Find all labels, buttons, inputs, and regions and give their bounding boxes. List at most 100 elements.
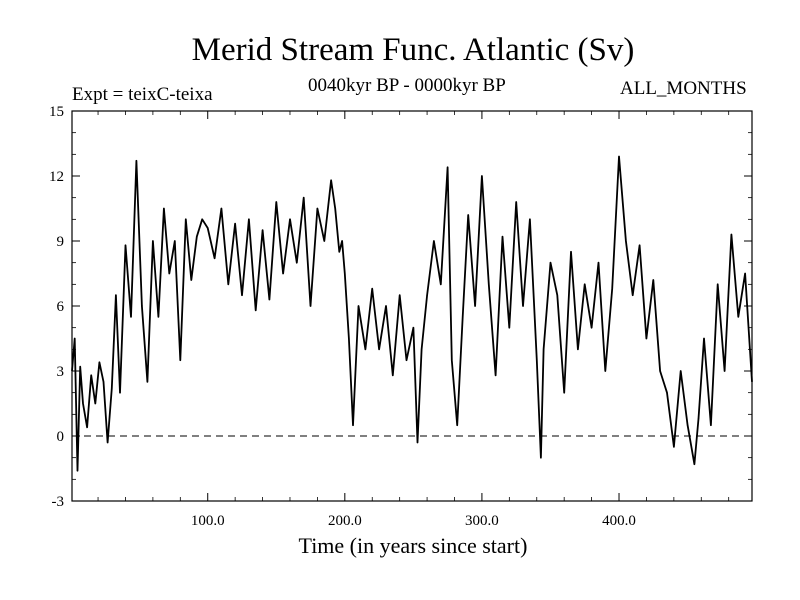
data-point <box>570 251 572 253</box>
data-point <box>79 366 81 368</box>
data-point <box>426 294 428 296</box>
y-tick-label: 15 <box>49 104 64 120</box>
data-point <box>135 160 138 162</box>
data-point <box>185 218 187 220</box>
data-point <box>275 201 277 203</box>
data-point <box>456 424 458 426</box>
data-point <box>71 370 73 372</box>
data-point <box>316 207 319 210</box>
data-point <box>357 305 360 307</box>
data-point <box>645 337 648 340</box>
y-tick-label: -3 <box>52 494 65 510</box>
data-point <box>234 223 236 225</box>
data-point <box>255 309 257 311</box>
data-point <box>107 441 109 444</box>
data-point <box>604 370 606 372</box>
time-range-label: 0040kyr BP - 0000kyr BP <box>308 75 506 96</box>
data-point <box>86 426 88 428</box>
data-point <box>282 272 284 275</box>
data-point <box>737 316 739 318</box>
data-point <box>495 374 497 376</box>
y-tick-label: 0 <box>57 429 65 445</box>
data-point <box>341 240 343 242</box>
data-point <box>751 381 753 383</box>
data-point <box>119 392 121 394</box>
data-point <box>522 305 524 307</box>
data-point <box>163 207 165 210</box>
data-point <box>744 272 746 275</box>
data-point <box>303 197 305 199</box>
data-point <box>289 218 291 220</box>
data-point <box>405 359 408 361</box>
data-point <box>540 457 542 459</box>
x-tick-label: 200.0 <box>328 513 362 529</box>
data-point <box>577 348 579 350</box>
data-point <box>323 240 325 242</box>
x-tick-label: 400.0 <box>602 513 636 529</box>
data-point <box>227 283 229 285</box>
data-point <box>680 370 682 372</box>
data-point <box>168 272 170 275</box>
data-point <box>451 359 453 361</box>
data-point <box>529 218 531 220</box>
data-point <box>338 251 340 253</box>
data-point <box>501 236 504 238</box>
data-point <box>74 337 76 340</box>
data-point <box>207 227 209 229</box>
data-point <box>666 392 668 394</box>
data-point <box>467 214 469 216</box>
data-point <box>693 463 696 465</box>
data-point <box>330 179 332 181</box>
data-point <box>433 240 435 242</box>
data-point <box>474 305 476 307</box>
data-point <box>146 381 149 383</box>
data-point <box>157 316 159 318</box>
data-point <box>697 418 700 420</box>
data-point <box>241 294 243 296</box>
data-point <box>385 305 387 307</box>
data-point <box>659 370 661 372</box>
data-point <box>447 166 449 168</box>
data-point <box>638 244 641 246</box>
data-point <box>196 236 198 238</box>
data-point <box>124 244 127 246</box>
y-tick-label: 12 <box>49 169 64 185</box>
data-point <box>618 155 620 158</box>
data-point <box>94 402 96 405</box>
data-point <box>652 279 654 281</box>
data-point <box>344 272 346 275</box>
experiment-label: Expt = teixC-teixa <box>72 84 213 105</box>
data-point <box>115 294 117 296</box>
x-axis-label: Time (in years since start) <box>298 533 528 558</box>
data-point <box>190 279 192 281</box>
data-point <box>597 262 600 264</box>
data-point <box>462 316 464 318</box>
data-point <box>416 441 419 444</box>
data-point <box>673 446 675 448</box>
data-point <box>723 370 726 372</box>
data-point <box>703 337 705 340</box>
data-point <box>481 175 483 177</box>
data-point <box>90 374 92 376</box>
x-tick-label: 300.0 <box>465 513 499 529</box>
data-point <box>261 229 264 231</box>
data-point <box>556 294 558 296</box>
data-point <box>364 348 366 350</box>
data-point <box>686 424 689 426</box>
data-point <box>399 294 401 296</box>
data-point <box>98 361 101 363</box>
data-point <box>309 305 312 307</box>
series-line <box>71 155 753 472</box>
data-point <box>174 240 176 242</box>
data-point <box>130 316 132 318</box>
months-label: ALL_MONTHS <box>620 78 747 99</box>
y-tick-label: 9 <box>57 234 65 250</box>
data-point <box>179 359 181 361</box>
data-point <box>111 387 113 389</box>
data-point <box>248 218 250 220</box>
data-point <box>152 240 154 242</box>
data-point <box>611 288 613 290</box>
data-point <box>141 305 143 307</box>
data-point <box>420 348 423 350</box>
data-point <box>584 283 586 285</box>
